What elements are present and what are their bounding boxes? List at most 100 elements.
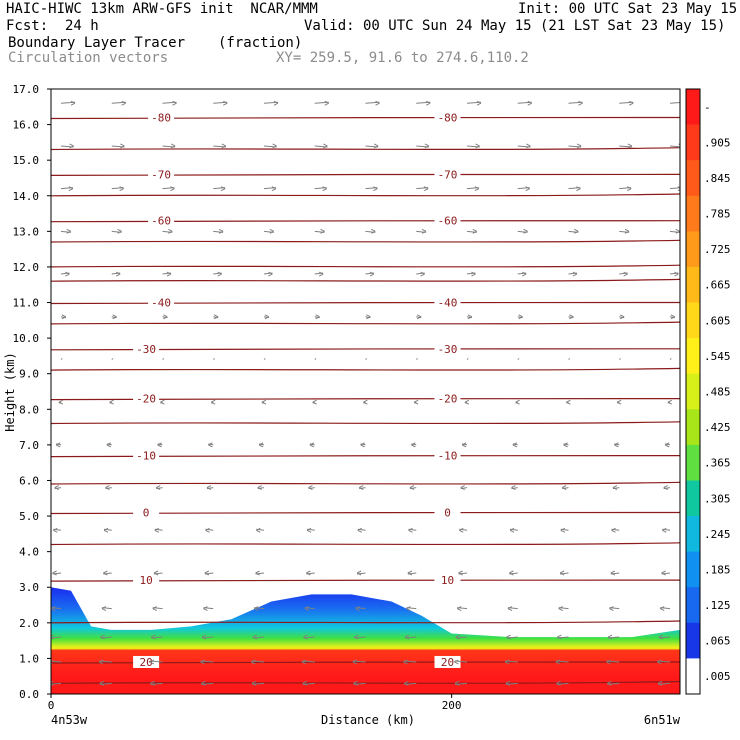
y-tick-label: 3.0 bbox=[19, 581, 39, 594]
circulation-vector-head bbox=[360, 442, 365, 448]
circulation-vector-head bbox=[309, 442, 315, 448]
circulation-vector-head bbox=[261, 399, 267, 405]
circulation-vector-head bbox=[355, 606, 360, 612]
circulation-vector-head bbox=[322, 186, 327, 192]
circulation-vector-head bbox=[308, 485, 313, 491]
circulation-vector-head bbox=[120, 143, 125, 149]
circulation-vector-head bbox=[366, 314, 371, 320]
circulation-vector-head bbox=[475, 143, 480, 149]
colorbar-label: .605 bbox=[704, 314, 731, 327]
circulation-vector-head bbox=[560, 527, 566, 533]
isotherm-label-bg bbox=[148, 296, 175, 309]
isotherm-label: 0 bbox=[444, 507, 451, 520]
circulation-vector-head bbox=[357, 527, 363, 533]
circulation-vector-head bbox=[576, 143, 582, 149]
circulation-vector-head bbox=[205, 527, 210, 533]
circulation-vector-head bbox=[217, 271, 222, 277]
colorbar-label: .725 bbox=[704, 243, 731, 256]
circulation-vector-head bbox=[168, 228, 173, 234]
isotherm-label: -60 bbox=[151, 215, 171, 228]
circulation-vector-head bbox=[667, 399, 673, 405]
x-left-end-label: 4n53w bbox=[51, 713, 88, 727]
circulation-vector-head bbox=[509, 527, 515, 533]
isotherm-label-bg bbox=[434, 655, 461, 668]
circulation-vector-head bbox=[51, 606, 56, 612]
isotherm-line bbox=[51, 147, 680, 151]
circulation-vector bbox=[618, 358, 621, 360]
isotherm-label-bg bbox=[434, 296, 461, 309]
isotherm-label: -60 bbox=[438, 215, 458, 228]
circulation-vector-head bbox=[421, 228, 427, 234]
isotherm-line bbox=[51, 542, 680, 546]
colorbar-label: .065 bbox=[704, 635, 731, 648]
circulation-vector-head bbox=[166, 271, 172, 277]
circulation-vector-head bbox=[556, 680, 561, 686]
circulation-vector bbox=[51, 660, 62, 663]
circulation-vector-head bbox=[149, 659, 155, 665]
colorbar-swatch bbox=[686, 266, 700, 303]
circulation-vector-head bbox=[662, 527, 667, 533]
isotherm-line bbox=[51, 116, 680, 120]
overlay-name: Circulation vectors bbox=[8, 50, 169, 66]
y-tick-label: 1.0 bbox=[19, 652, 39, 665]
y-tick-label: 2.0 bbox=[19, 617, 39, 630]
circulation-vector-head bbox=[353, 680, 358, 686]
circulation-vector-head bbox=[121, 100, 126, 106]
colorbar-swatch bbox=[686, 338, 700, 375]
xy-range: XY= 259.5, 91.6 to 274.6,110.2 bbox=[276, 50, 529, 66]
isotherm-line bbox=[51, 301, 680, 305]
circulation-vector-head bbox=[301, 659, 307, 665]
circulation-vector-head bbox=[258, 442, 264, 448]
circulation-vector-head bbox=[157, 442, 162, 448]
y-tick-label: 15.0 bbox=[13, 154, 40, 167]
colorbar-label: .785 bbox=[704, 208, 731, 221]
circulation-vector-head bbox=[607, 634, 613, 640]
y-axis-title: Height (km) bbox=[3, 352, 17, 431]
circulation-vector-head bbox=[561, 485, 567, 491]
x-axis-title: Distance (km) bbox=[321, 713, 415, 727]
circulation-vector-head bbox=[657, 659, 662, 665]
circulation-vector-head bbox=[363, 399, 368, 405]
circulation-vector-head bbox=[454, 659, 459, 665]
circulation-vector-head bbox=[356, 570, 362, 576]
circulation-vector-head bbox=[407, 570, 413, 576]
isotherm-label-bg bbox=[148, 168, 175, 181]
y-tick-label: 17.0 bbox=[13, 83, 40, 96]
circulation-vector-head bbox=[320, 228, 325, 234]
circulation-vector-head bbox=[315, 314, 320, 320]
isotherm-line bbox=[51, 239, 680, 243]
circulation-vector-head bbox=[358, 485, 364, 491]
circulation-vector-head bbox=[68, 186, 74, 192]
circulation-vector-head bbox=[200, 659, 205, 665]
circulation-vector-head bbox=[323, 143, 328, 149]
isotherm-label-bg bbox=[434, 506, 461, 519]
isotherm-label: -30 bbox=[438, 343, 458, 356]
plot-frame bbox=[50, 88, 681, 695]
circulation-vector-head bbox=[220, 186, 226, 192]
circulation-vector-head bbox=[404, 680, 409, 686]
circulation-vector-head bbox=[306, 527, 312, 533]
circulation-vector-head bbox=[255, 570, 260, 576]
circulation-vector-head bbox=[201, 634, 207, 640]
circulation-vector-head bbox=[413, 399, 419, 405]
circulation-vectors bbox=[51, 100, 680, 686]
y-tick-label: 5.0 bbox=[19, 510, 39, 523]
isotherm-label: -10 bbox=[438, 450, 458, 463]
circulation-vector-head bbox=[416, 314, 422, 320]
circulation-vector-head bbox=[472, 228, 478, 234]
circulation-vector-head bbox=[675, 228, 680, 234]
circulation-vector-head bbox=[659, 606, 665, 612]
isotherm-label-bg bbox=[133, 449, 160, 462]
circulation-vector-head bbox=[658, 634, 664, 640]
circulation-vector-head bbox=[55, 442, 61, 448]
circulation-vector-head bbox=[208, 442, 213, 448]
circulation-vector-head bbox=[670, 314, 676, 320]
isotherm-label-bg bbox=[434, 449, 461, 462]
forecast-hour: 24 h bbox=[65, 18, 99, 34]
circulation-vector-head bbox=[256, 527, 261, 533]
circulation-vector-head bbox=[53, 527, 58, 533]
colorbar-label: .305 bbox=[704, 492, 731, 505]
circulation-vector-head bbox=[109, 399, 114, 405]
y-tick-label: 16.0 bbox=[13, 119, 40, 132]
circulation-vector-head bbox=[525, 186, 530, 192]
